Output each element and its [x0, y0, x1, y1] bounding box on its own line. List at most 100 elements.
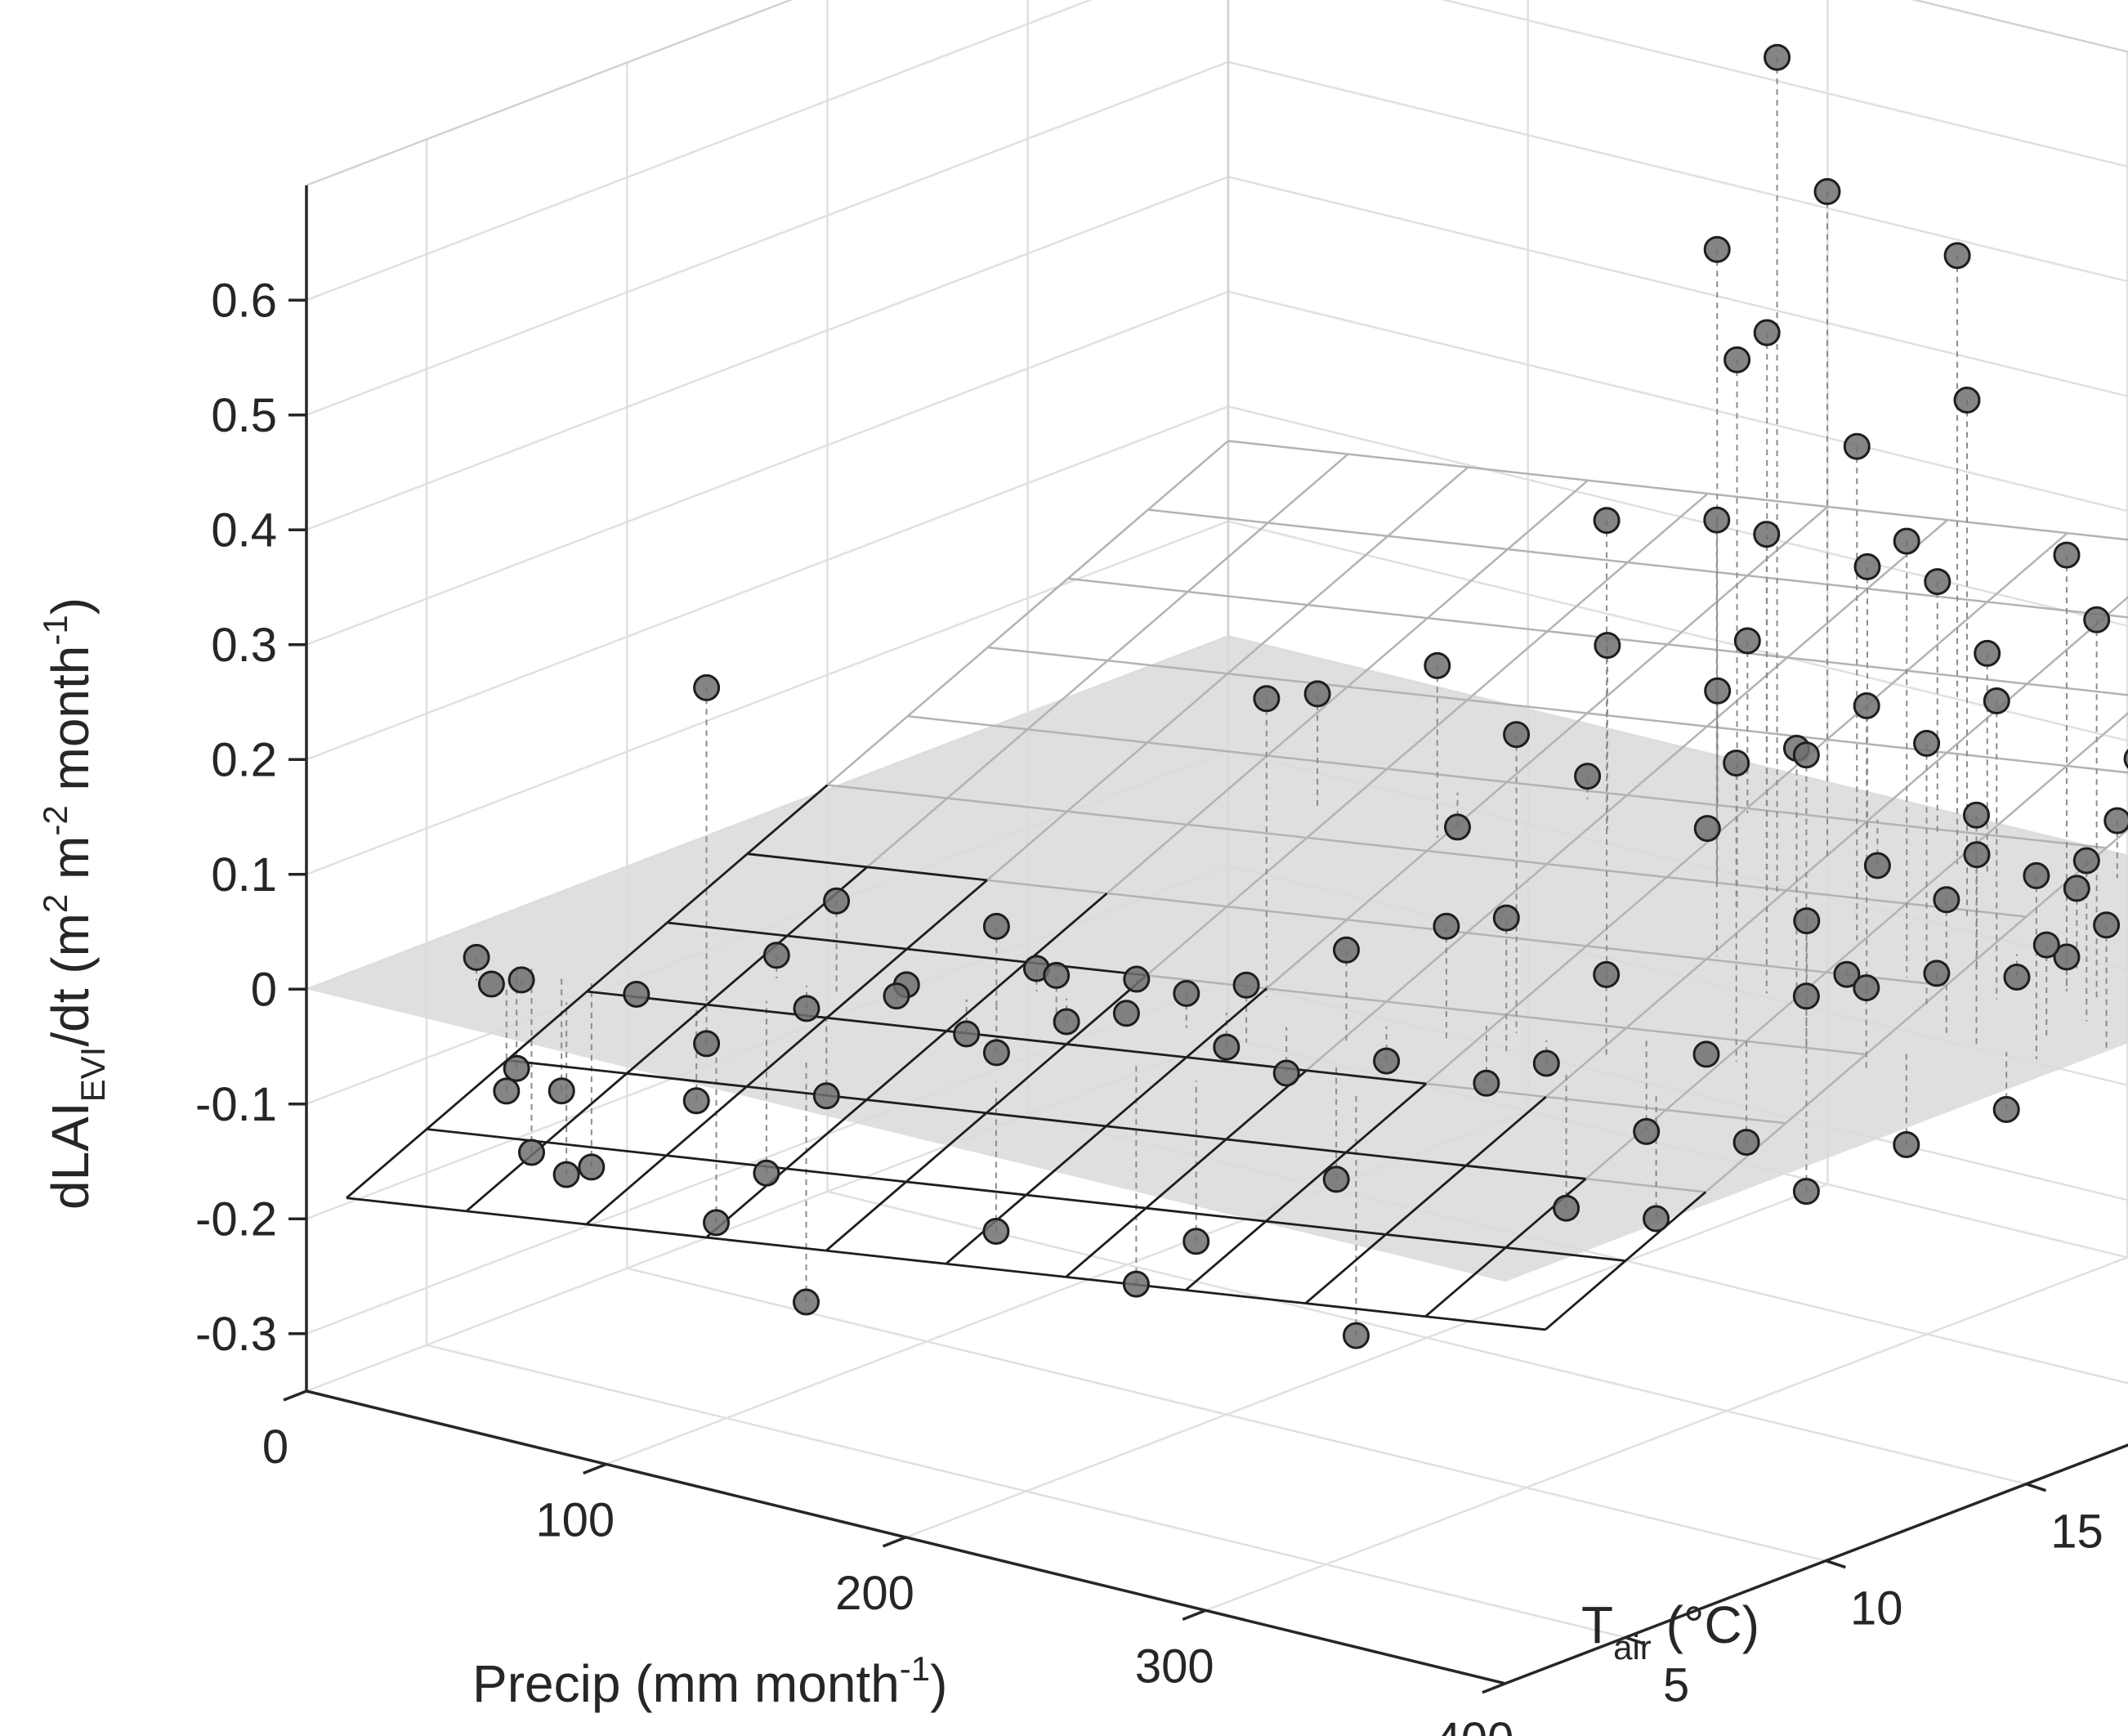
surface-mesh-line	[2105, 828, 2128, 849]
data-point	[793, 995, 820, 1022]
z-tick-label: -0.2	[195, 1192, 277, 1246]
data-point	[2032, 931, 2060, 959]
data-point	[1963, 841, 1991, 869]
surface-mesh-line	[746, 1085, 867, 1102]
surface-mesh-line	[1066, 810, 1187, 826]
surface-mesh-line	[1306, 767, 1388, 839]
y-tick-label: 10	[1850, 1582, 1903, 1635]
surface-mesh-line	[1265, 1219, 1386, 1236]
surface-mesh-line	[1825, 902, 1907, 973]
surface-mesh-line	[2066, 712, 2128, 767]
surface-mesh-line	[1466, 932, 1587, 947]
surface-mesh-line	[1786, 889, 1907, 905]
data-point	[477, 970, 505, 998]
surface-mesh-line	[665, 1085, 748, 1157]
surface-mesh-line	[1147, 741, 1267, 757]
surface-mesh-line	[827, 784, 948, 799]
data-point	[1333, 936, 1360, 964]
surface-mesh-line	[1506, 1013, 1627, 1030]
grid-line	[1440, 0, 2128, 168]
surface-mesh-line	[1387, 767, 1508, 784]
grid-line	[306, 176, 1229, 531]
x-axis-title: Precip (mm month-1)	[472, 1649, 947, 1713]
grid-line	[827, 1190, 2027, 1485]
surface-mesh-line	[1067, 577, 1188, 593]
surface-mesh-line	[1947, 518, 2068, 535]
surface-mesh-line	[866, 1098, 987, 1115]
axis-line	[1504, 1443, 2128, 1685]
grid-line	[306, 405, 1229, 761]
data-point	[548, 1077, 575, 1105]
data-point	[1792, 982, 1820, 1010]
data-point	[1703, 506, 1731, 534]
z-tick-label: 0.1	[211, 848, 277, 902]
data-point	[1953, 387, 1981, 414]
z-tick-label: -0.3	[195, 1308, 277, 1361]
data-point	[2053, 943, 2081, 971]
surface-mesh-line	[426, 1059, 508, 1130]
data-point	[1473, 1069, 1500, 1097]
y-tick-label: 15	[2050, 1506, 2103, 1559]
surface-mesh-line	[1106, 892, 1227, 908]
data-point	[1792, 1178, 1820, 1206]
fit-surface-back	[826, 440, 2128, 1193]
surface-mesh-line	[545, 1072, 628, 1143]
surface-mesh-line	[1187, 590, 1308, 606]
surface-mesh-line	[1625, 725, 1708, 796]
data-point	[703, 1209, 730, 1237]
data-point	[1933, 886, 1960, 914]
surface-mesh-line	[1986, 834, 2107, 849]
y-tick	[1625, 1635, 1646, 1646]
x-tick	[882, 1536, 907, 1548]
zero-plane-fill	[306, 636, 2128, 1282]
z-tick-label: -0.1	[195, 1078, 277, 1131]
data-point	[552, 1161, 580, 1188]
surface-mesh-line	[1186, 754, 1268, 825]
surface-mesh-line	[585, 1154, 668, 1226]
data-point	[1593, 960, 1621, 988]
surface-mesh-line	[747, 852, 868, 869]
surface-mesh-line	[1105, 1056, 1187, 1127]
data-point	[1704, 677, 1732, 705]
surface-mesh-line	[1626, 492, 1709, 564]
surface-mesh-line	[825, 1180, 907, 1252]
surface-mesh-line	[1706, 725, 1827, 741]
data-point	[982, 1218, 1010, 1245]
data-point	[1643, 1205, 1670, 1233]
surface-mesh-line	[786, 934, 907, 951]
surface-mesh-line	[1227, 604, 1308, 675]
data-point	[1053, 1008, 1080, 1036]
data-point	[2072, 847, 2100, 875]
surface-mesh-line	[2067, 531, 2128, 541]
data-point	[1692, 1040, 1720, 1068]
surface-mesh-line	[866, 866, 987, 882]
surface-mesh-line	[905, 1180, 1026, 1197]
data-point	[1594, 632, 1621, 660]
surface-mesh-line	[1185, 1289, 1306, 1304]
surface-mesh-line	[1986, 532, 2068, 603]
x-tick	[1482, 1682, 1506, 1694]
data-point	[1703, 235, 1731, 263]
grid-line	[905, 1183, 1828, 1539]
surface-mesh-line	[947, 797, 1068, 812]
axis-titles: Precip (mm month-1) Tair (°C) dLAIEVI/dt (…	[36, 597, 1759, 1713]
surface-mesh-line	[1147, 508, 1268, 525]
surface-mesh-line	[1425, 1013, 1508, 1085]
data-point	[1983, 687, 2010, 714]
surface-mesh-line	[1065, 1207, 1147, 1278]
surface-mesh-line	[1506, 712, 1588, 783]
data-point	[1853, 974, 1880, 1002]
surface-mesh-line	[1705, 1122, 1787, 1193]
surface-mesh-line	[1587, 479, 1708, 495]
surface-mesh-line	[1587, 712, 1708, 727]
data-point	[1923, 960, 1951, 987]
data-point	[1123, 965, 1151, 993]
surface-mesh-line	[785, 1098, 868, 1170]
surface-mesh-line	[1385, 1233, 1506, 1249]
data-points	[463, 43, 2128, 1349]
data-point	[1924, 568, 1951, 596]
surface-mesh-line	[986, 1043, 1067, 1114]
data-point	[503, 1054, 530, 1082]
data-point	[982, 1039, 1010, 1067]
surface-mesh-line	[986, 1112, 1106, 1128]
